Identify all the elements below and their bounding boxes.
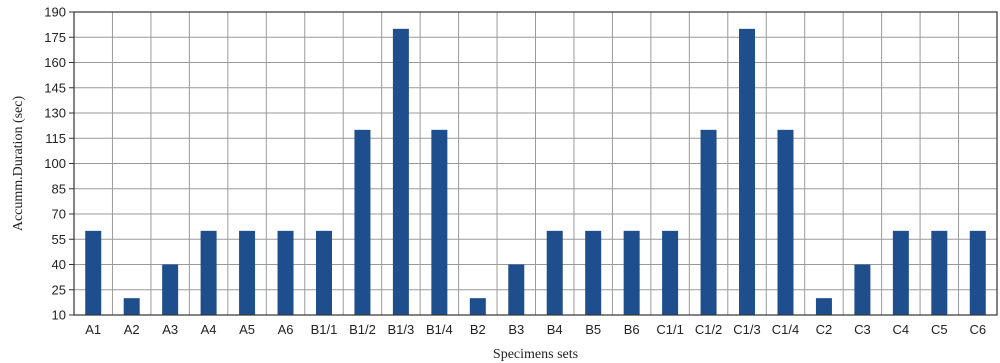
x-tick-label: B4 (547, 322, 563, 337)
bar-a6 (277, 230, 294, 315)
x-tick-label: C5 (931, 322, 948, 337)
y-tick-label: 100 (44, 156, 66, 171)
bar-b5 (585, 230, 602, 315)
y-tick-label: 25 (52, 282, 66, 297)
bar-c1-2 (700, 129, 717, 315)
x-tick-label: C1/3 (733, 322, 760, 337)
y-tick-label: 85 (52, 181, 66, 196)
x-tick-label: B3 (508, 322, 524, 337)
x-tick-label: B1/3 (388, 322, 415, 337)
bar-a2 (123, 298, 140, 315)
x-tick-label: A6 (278, 322, 294, 337)
y-tick-label: 115 (45, 131, 66, 146)
bar-a5 (239, 230, 256, 315)
bar-b1-3 (392, 28, 409, 315)
bar-c4 (892, 230, 909, 315)
y-tick-label: 160 (44, 55, 66, 70)
y-tick-label: 40 (52, 257, 66, 272)
x-axis-ticks: A1 A2 A3 A4 A5 A6 B1/1 B1/2 B1/3 B1/4 B2 B3 B4 B5 B6 C1… (85, 322, 986, 337)
x-tick-label: C1/2 (695, 322, 722, 337)
bar-b6 (623, 230, 640, 315)
bar-c5 (931, 230, 948, 315)
bar-c2 (815, 298, 832, 315)
x-tick-label: B1/2 (349, 322, 376, 337)
x-tick-label: B5 (585, 322, 601, 337)
bar-b2 (469, 298, 486, 315)
x-tick-label: C3 (854, 322, 871, 337)
y-tick-label: 10 (52, 308, 66, 323)
bar-c1-4 (777, 129, 794, 315)
bar-a3 (162, 264, 179, 315)
x-tick-label: C1/4 (772, 322, 799, 337)
bar-b4 (546, 230, 563, 315)
x-tick-label: C4 (893, 322, 910, 337)
bar-b1-2 (354, 129, 371, 315)
x-tick-label: A4 (201, 322, 217, 337)
bar-a4 (200, 230, 217, 315)
bar-c1-3 (739, 28, 756, 315)
y-tick-label: 55 (52, 232, 66, 247)
bar-b1-1 (315, 230, 332, 315)
x-tick-label: C2 (816, 322, 833, 337)
bar-b1-4 (431, 129, 448, 315)
x-tick-label: A5 (239, 322, 255, 337)
x-tick-label: C6 (969, 322, 986, 337)
bar-c1-1 (662, 230, 679, 315)
x-tick-label: C1/1 (656, 322, 683, 337)
bar-c6 (969, 230, 986, 315)
x-tick-label: A3 (162, 322, 178, 337)
y-tick-label: 190 (44, 5, 66, 20)
y-axis-title: Accumm.Duration (sec) (11, 96, 26, 232)
x-tick-label: B6 (624, 322, 640, 337)
y-tick-label: 130 (44, 106, 66, 121)
y-tick-label: 70 (52, 207, 66, 222)
x-tick-label: B1/1 (311, 322, 338, 337)
bar-b3 (508, 264, 525, 315)
bar-a1 (85, 230, 102, 315)
y-axis-ticks: 10 25 40 55 70 85 100 115 130 145 160 175 190 (44, 5, 74, 323)
y-tick-label: 145 (44, 80, 66, 95)
x-tick-label: A1 (85, 322, 101, 337)
y-tick-label: 175 (44, 30, 66, 45)
bars (85, 28, 986, 315)
plot-frame (73, 11, 998, 316)
x-tick-label: A2 (124, 322, 140, 337)
x-tick-label: B2 (470, 322, 486, 337)
bar-c3 (854, 264, 871, 315)
x-axis-title: Specimens sets (493, 347, 578, 362)
x-tick-label: B1/4 (426, 322, 453, 337)
